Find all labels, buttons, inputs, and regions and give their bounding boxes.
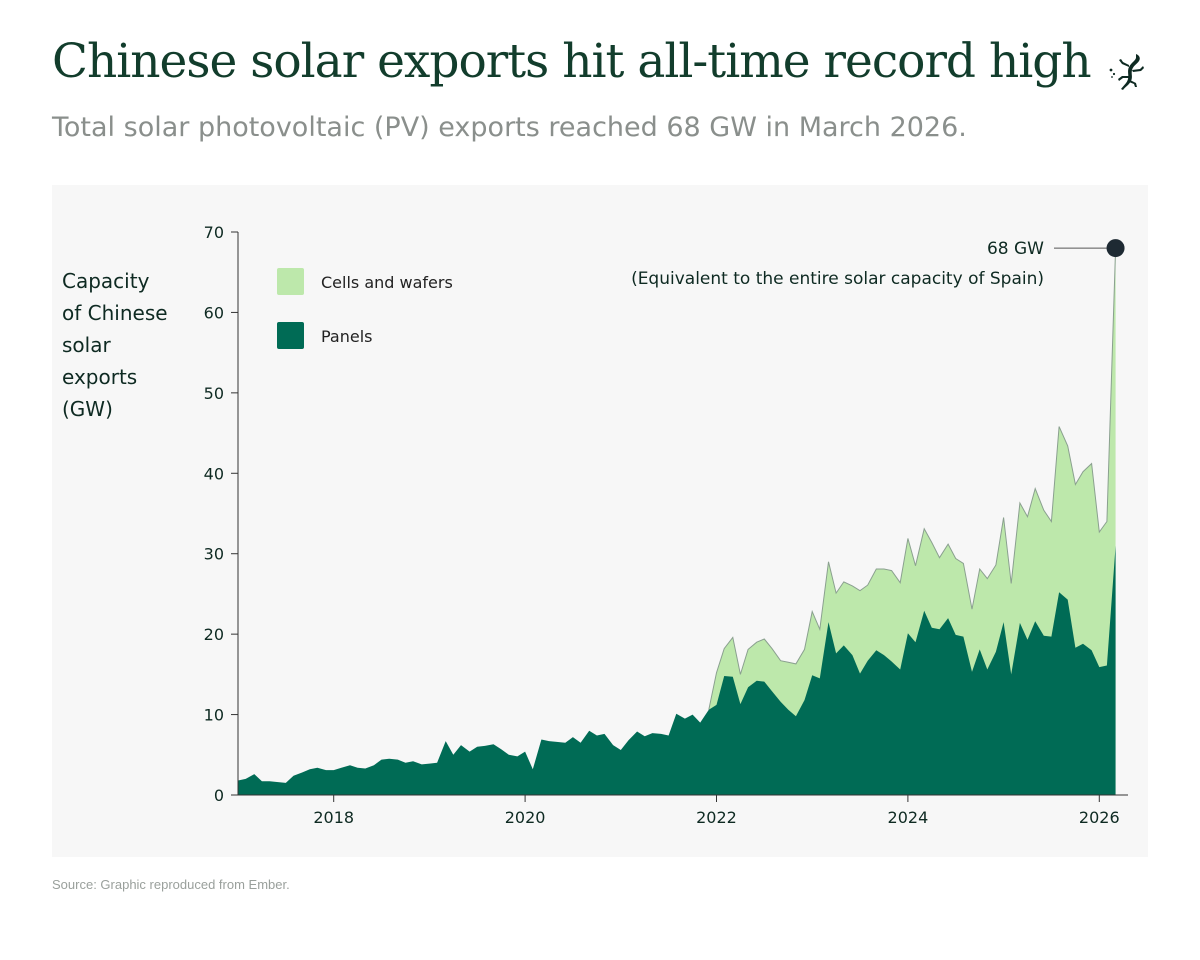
chart-title: Chinese solar exports hit all-time recor…	[52, 34, 1092, 89]
source-note: Source: Graphic reproduced from Ember.	[52, 877, 290, 892]
y-axis-label-line: Capacity	[62, 269, 150, 293]
y-axis-label-line: exports	[62, 365, 138, 389]
y-tick-label: 30	[204, 545, 224, 564]
x-tick-label: 2020	[505, 808, 546, 827]
x-tick-label: 2026	[1079, 808, 1120, 827]
series-area-panels	[238, 545, 1116, 795]
series-area-cells-and-wafers	[708, 248, 1116, 796]
annotation-note: (Equivalent to the entire solar capacity…	[631, 269, 1044, 289]
y-tick-label: 40	[204, 464, 224, 483]
y-tick-label: 70	[204, 223, 224, 242]
annotation-marker	[1106, 239, 1125, 258]
chart-subtitle: Total solar photovoltaic (PV) exports re…	[52, 112, 967, 143]
y-tick-label: 20	[204, 625, 224, 644]
annotation-label: 68 GW	[987, 239, 1044, 259]
y-axis-label: Capacity of Chinese solar exports (GW)	[62, 265, 212, 425]
series-line-cells-and-wafers	[708, 248, 1117, 710]
y-axis-label-line: solar	[62, 333, 111, 357]
y-tick-label: 60	[204, 303, 224, 322]
y-tick-label: 0	[214, 786, 224, 805]
x-tick-label: 2022	[696, 808, 737, 827]
y-axis-label-line: of Chinese	[62, 301, 168, 325]
legend-swatch-cells-and-wafers	[277, 268, 304, 295]
x-tick-label: 2018	[313, 808, 354, 827]
x-tick-label: 2024	[888, 808, 929, 827]
y-tick-label: 50	[204, 384, 224, 403]
legend-label-cells-and-wafers: Cells and wafers	[321, 273, 453, 292]
legend-label-panels: Panels	[321, 327, 373, 346]
gecko-icon	[1109, 54, 1144, 90]
y-axis-label-line: (GW)	[62, 397, 113, 421]
y-tick-label: 10	[204, 706, 224, 725]
legend-swatch-panels	[277, 322, 304, 349]
